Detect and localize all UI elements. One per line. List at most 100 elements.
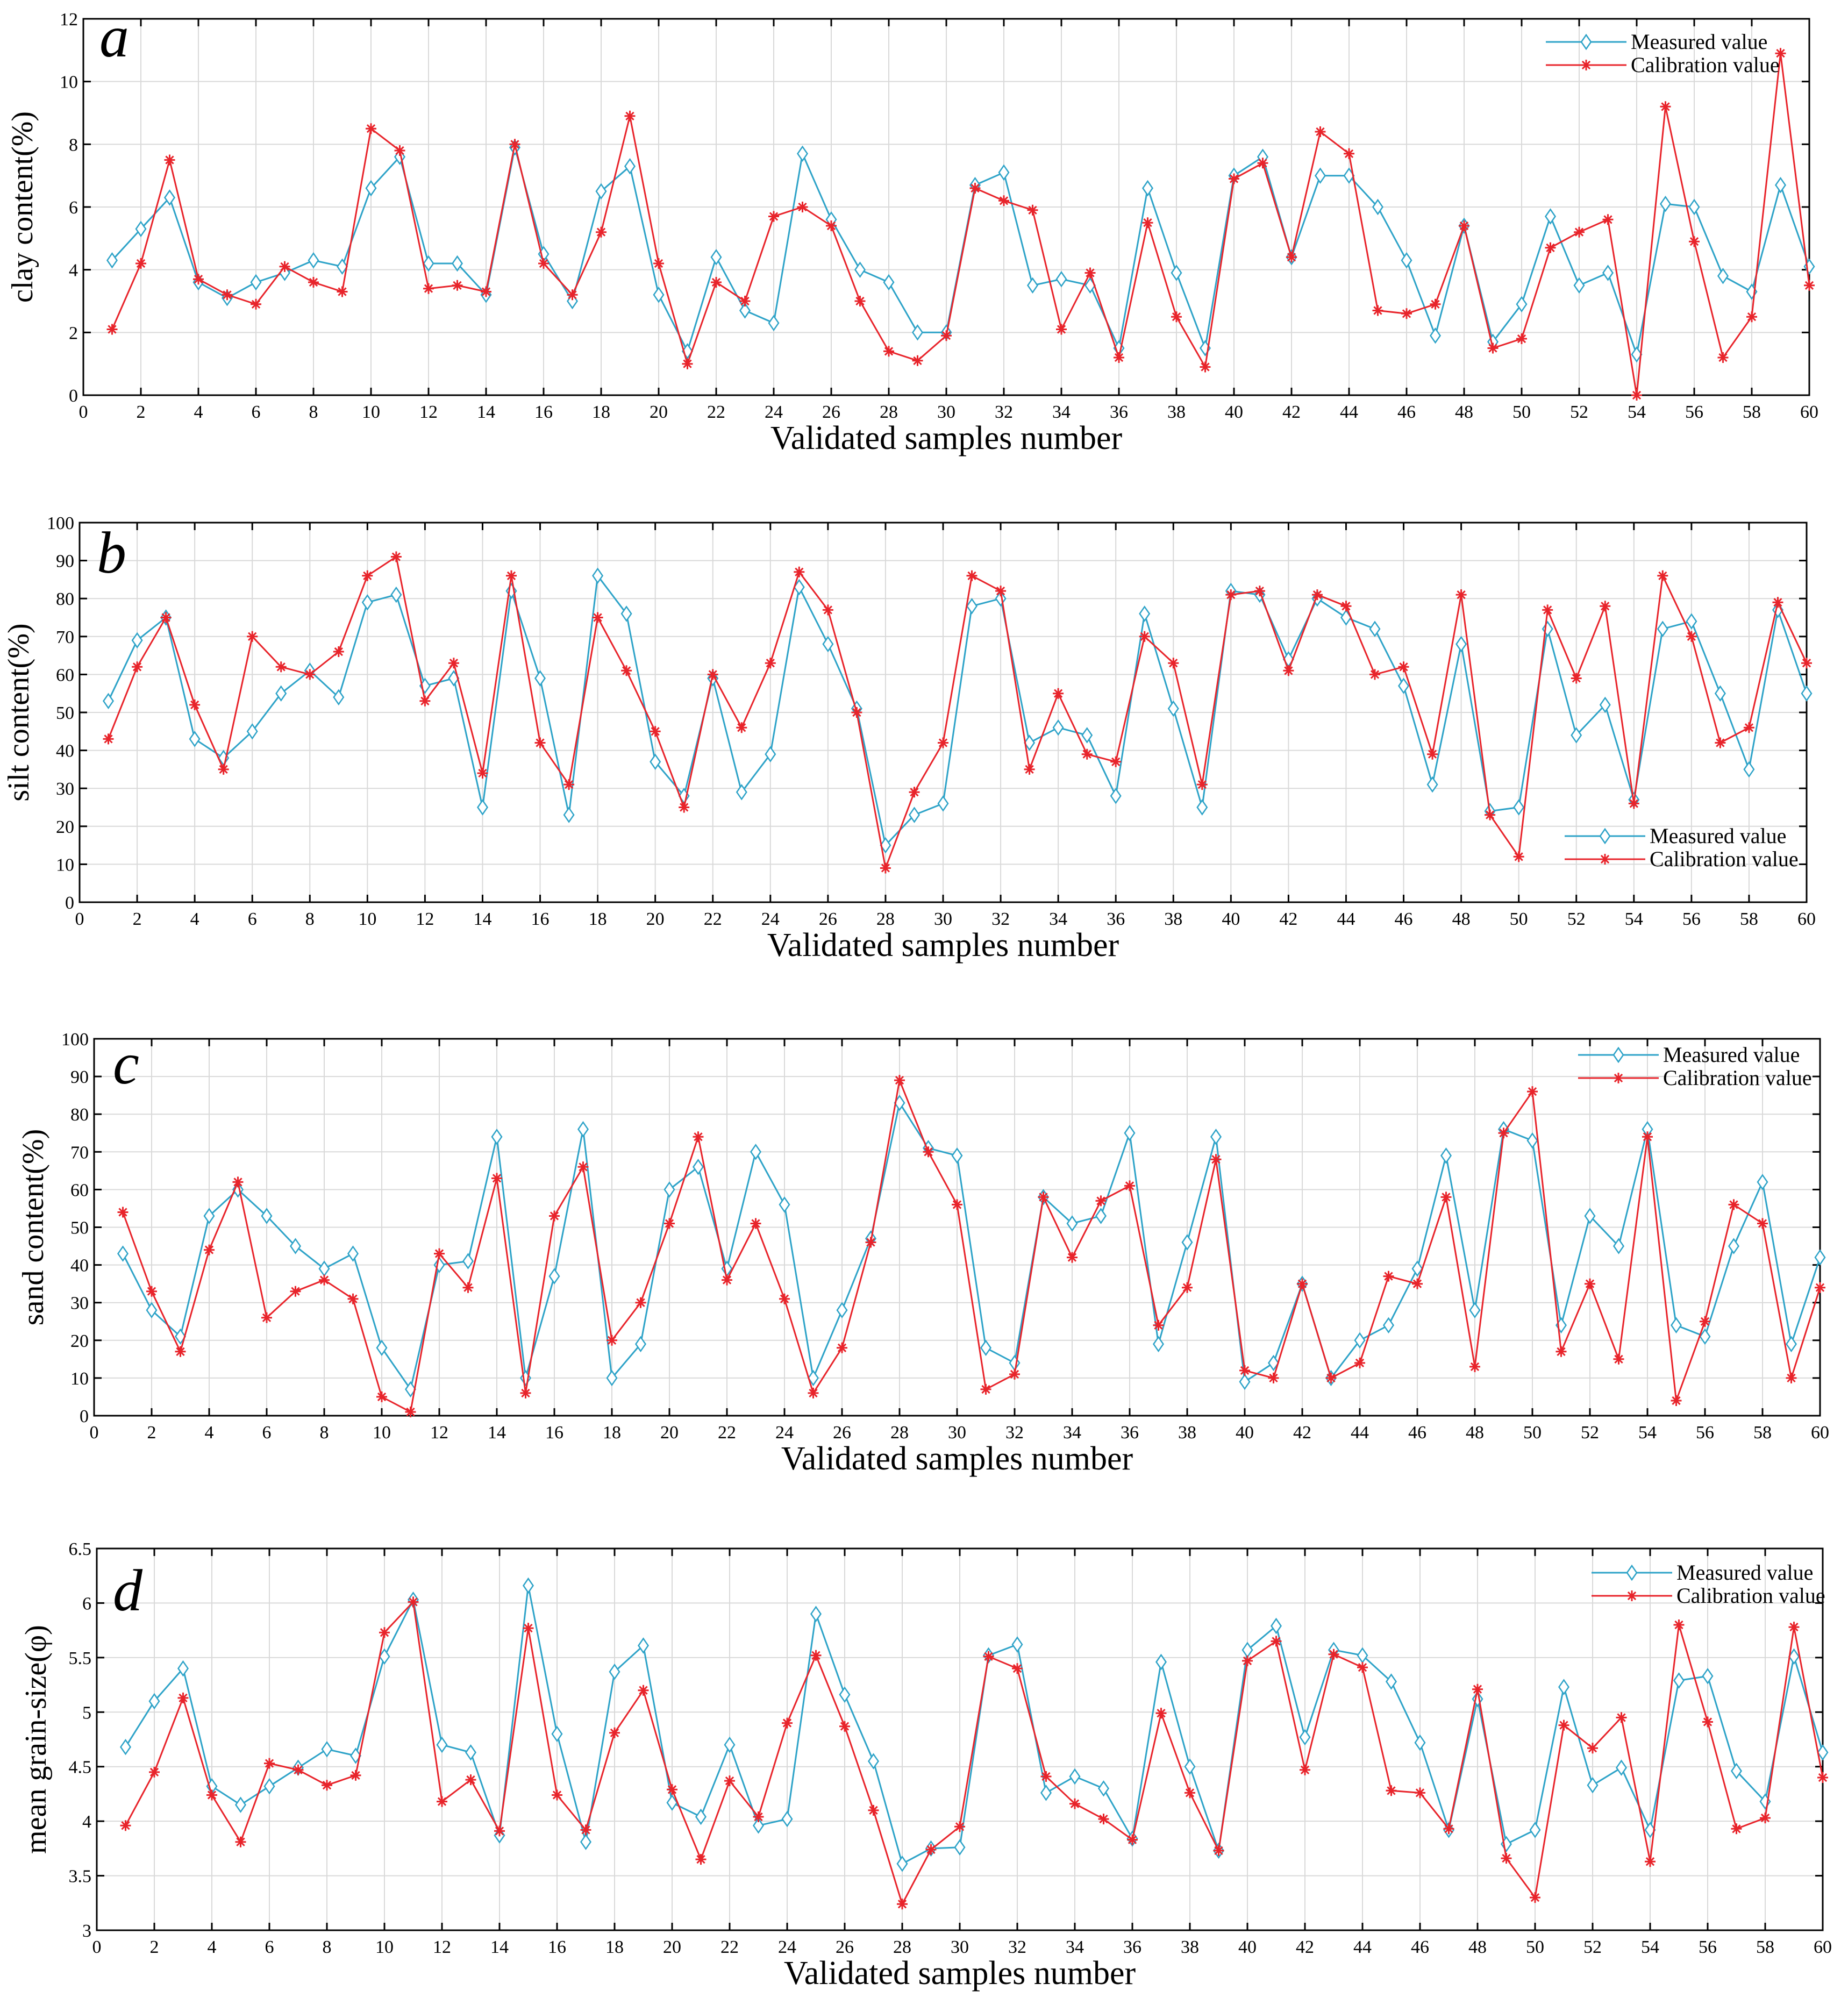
x-tick-label: 0 (79, 402, 88, 422)
panel-letter: c (113, 1031, 139, 1096)
x-tick-label: 38 (1178, 1423, 1196, 1443)
data-point (1200, 361, 1211, 373)
x-tick-label: 24 (765, 402, 783, 422)
data-point (1328, 1649, 1339, 1660)
data-point (1616, 1712, 1627, 1723)
data-point (563, 807, 575, 823)
x-axis-label: Validated samples number (781, 1440, 1133, 1477)
data-point (854, 296, 866, 306)
data-point (1196, 799, 1208, 816)
data-point (797, 202, 808, 212)
data-point (1717, 352, 1729, 363)
data-point (923, 1146, 934, 1158)
data-point (336, 258, 348, 275)
data-point (750, 1218, 761, 1229)
series-line (108, 573, 1808, 847)
x-tick-label: 30 (934, 909, 952, 929)
data-point (1095, 1195, 1107, 1207)
data-point (1642, 1131, 1653, 1143)
data-point (896, 1856, 908, 1872)
data-point (606, 1369, 618, 1387)
data-point (189, 699, 201, 710)
x-tick-label: 22 (704, 909, 722, 929)
x-tick-label: 26 (822, 402, 840, 422)
data-point (1411, 1260, 1423, 1277)
data-point (366, 123, 376, 134)
data-point (1530, 1892, 1540, 1903)
data-point (1599, 696, 1611, 713)
data-point (1066, 1215, 1078, 1232)
data-point (609, 1727, 620, 1738)
x-tick-label: 42 (1296, 1937, 1314, 1957)
data-point (1670, 1317, 1682, 1333)
data-point (1585, 1278, 1595, 1289)
x-tick-label: 58 (1743, 402, 1761, 422)
data-point (1052, 719, 1064, 736)
y-tick-label: 3 (82, 1921, 91, 1941)
data-point (736, 784, 747, 801)
data-point (1124, 1180, 1135, 1191)
data-point (1459, 220, 1469, 231)
x-tick-label: 8 (309, 402, 318, 422)
data-point (650, 753, 661, 770)
x-tick-label: 58 (1753, 1423, 1772, 1443)
data-point (376, 1391, 387, 1402)
data-point (567, 289, 578, 301)
data-point (724, 1775, 735, 1787)
data-point (925, 1844, 937, 1855)
data-point (1213, 1845, 1224, 1856)
data-point (106, 252, 118, 269)
data-point (1628, 798, 1639, 809)
data-point (1011, 1636, 1023, 1653)
grid (96, 1548, 1823, 1931)
x-tick-label: 6 (248, 909, 257, 929)
data-point (1728, 1199, 1739, 1210)
y-tick-label: 4.5 (69, 1758, 92, 1778)
legend-marker (1599, 827, 1611, 845)
data-point (365, 180, 377, 197)
data-point (465, 1774, 476, 1786)
data-point (1801, 685, 1813, 702)
x-tick-label: 54 (1625, 909, 1643, 929)
x-tick-label: 56 (1682, 909, 1701, 929)
x-tick-label: 42 (1282, 402, 1301, 422)
x-tick-label: 22 (707, 402, 725, 422)
data-point (222, 289, 233, 301)
data-point (1469, 1302, 1481, 1318)
data-point (119, 1739, 132, 1756)
data-point (1009, 1368, 1020, 1380)
data-point (911, 324, 924, 341)
data-point (349, 1747, 362, 1764)
data-point (1024, 734, 1036, 751)
data-point (390, 586, 402, 603)
data-point (664, 1218, 675, 1229)
data-point (1631, 346, 1643, 363)
legend-marker (1612, 1046, 1624, 1064)
data-point (1702, 1668, 1714, 1685)
x-tick-label: 10 (362, 402, 380, 422)
x-tick-label: 38 (1167, 402, 1186, 422)
data-point (235, 1836, 246, 1847)
legend-marker (1600, 854, 1610, 865)
y-tick-label: 40 (70, 1256, 89, 1276)
data-point (880, 837, 891, 854)
data-point (1210, 1129, 1222, 1145)
data-point (1545, 242, 1556, 253)
data-point (1516, 333, 1527, 344)
data-point (909, 787, 920, 798)
data-point (1026, 277, 1039, 294)
data-point (419, 695, 431, 707)
data-point (246, 723, 258, 740)
data-point (954, 1839, 966, 1856)
x-tick-label: 48 (1468, 1937, 1487, 1957)
data-point (1645, 1856, 1656, 1867)
data-point (695, 1854, 707, 1865)
data-point (1689, 236, 1700, 247)
data-point (1315, 126, 1326, 137)
x-tick-label: 18 (592, 402, 610, 422)
x-tick-label: 12 (416, 909, 434, 929)
data-point (736, 722, 747, 733)
x-tick-label: 46 (1397, 402, 1416, 422)
data-point (1529, 1822, 1541, 1838)
